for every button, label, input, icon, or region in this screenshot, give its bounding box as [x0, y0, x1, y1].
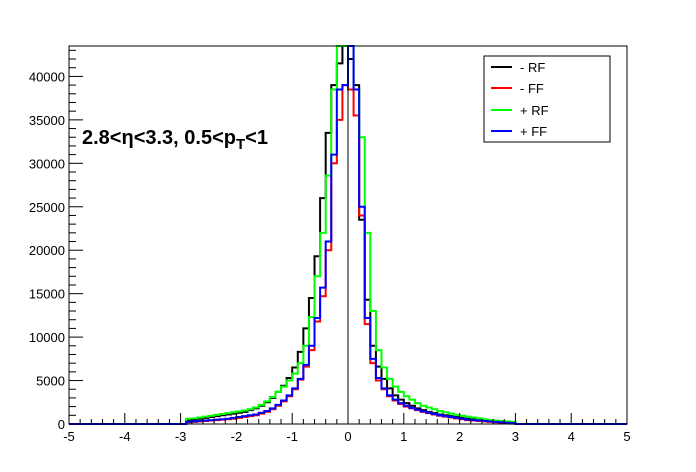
y-tick-label-5: 25000	[29, 200, 65, 215]
x-tick-label-10: 5	[623, 429, 630, 444]
legend-box	[483, 55, 611, 143]
legend: - RF - FF + RF + FF	[483, 55, 611, 143]
x-tick-label-5: 0	[344, 429, 351, 444]
annotation-subscript: T	[236, 136, 245, 153]
y-tick-label-7: 35000	[29, 113, 65, 128]
annotation-tail: <1	[245, 127, 268, 149]
legend-label-0: - RF	[520, 60, 545, 75]
y-tick-label-8: 40000	[29, 69, 65, 84]
x-tick-label-9: 4	[568, 429, 575, 444]
svg-text:2.8<η<3.3, 0.5<pT<1: 2.8<η<3.3, 0.5<pT<1	[82, 127, 268, 153]
x-tick-label-4: -1	[286, 429, 298, 444]
legend-label-3: + FF	[520, 124, 547, 139]
x-tick-label-2: -3	[175, 429, 187, 444]
y-tick-label-3: 15000	[29, 287, 65, 302]
annotation: 2.8<η<3.3, 0.5<pT<1	[82, 127, 268, 153]
x-tick-label-0: -5	[63, 429, 75, 444]
x-tick-label-1: -4	[119, 429, 131, 444]
legend-label-1: - FF	[520, 81, 544, 96]
annotation-main: 2.8<η<3.3, 0.5<p	[82, 127, 236, 149]
x-tick-label-7: 2	[456, 429, 463, 444]
legend-label-2: + RF	[520, 103, 549, 118]
x-tick-label-3: -2	[231, 429, 243, 444]
y-tick-label-2: 10000	[29, 330, 65, 345]
x-tick-label-8: 3	[512, 429, 519, 444]
y-tick-label-1: 5000	[36, 374, 65, 389]
y-tick-label-6: 30000	[29, 156, 65, 171]
y-tick-label-0: 0	[58, 417, 65, 432]
axis-layer: -5 -4 -3 -2 -1 0 1 2 3 4 5 0 5000 10000 15000 20000 2500…	[29, 49, 631, 444]
x-tick-label-6: 1	[400, 429, 407, 444]
y-tick-label-4: 20000	[29, 243, 65, 258]
